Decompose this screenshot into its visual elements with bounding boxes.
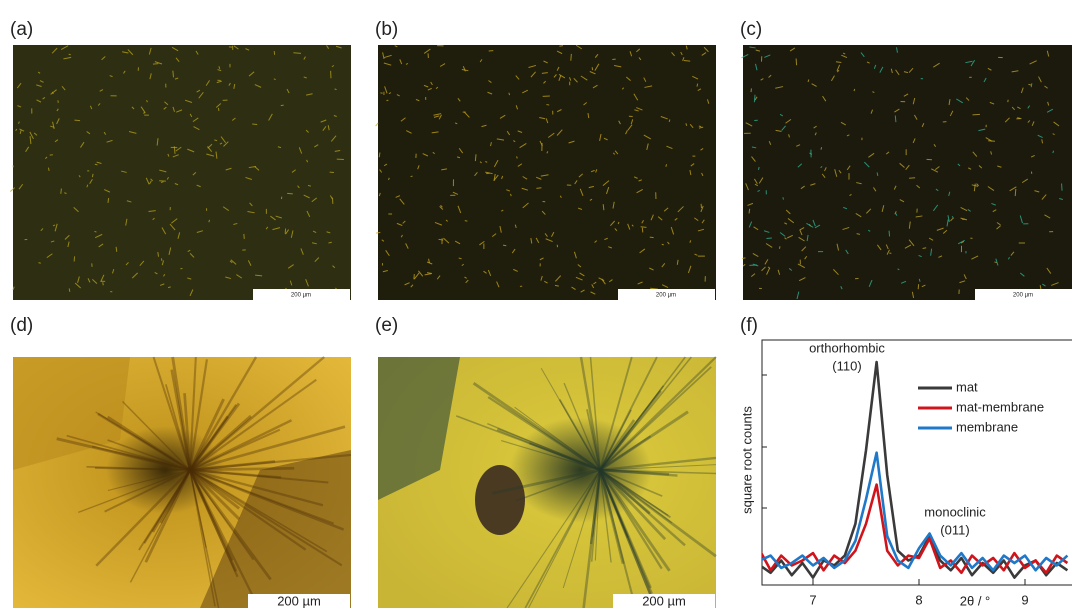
crystal — [536, 188, 541, 189]
crystal — [74, 120, 80, 121]
crystal — [69, 288, 70, 291]
crystal — [168, 287, 171, 288]
micrograph — [13, 45, 351, 300]
crystal — [641, 227, 647, 228]
annotation: orthorhombic — [809, 340, 885, 355]
crystal — [517, 156, 518, 158]
annotation: monoclinic — [924, 504, 986, 519]
crystal — [697, 84, 698, 87]
crystal — [475, 154, 476, 161]
panel-label: (b) — [375, 19, 398, 40]
crystal — [386, 100, 388, 101]
crystal — [94, 231, 96, 232]
plot-area — [760, 362, 1067, 578]
crystal — [511, 194, 512, 196]
panel-label: (e) — [375, 315, 398, 336]
crystal — [749, 209, 750, 214]
legend-label: mat-membrane — [956, 399, 1044, 414]
scale-text: 200 µm — [656, 293, 676, 299]
crystal — [758, 167, 759, 170]
crystal — [328, 242, 331, 243]
crystal — [144, 112, 145, 114]
x-tick-label: 8 — [915, 592, 922, 607]
x-tick-label: 7 — [809, 592, 816, 607]
crystal — [1031, 83, 1032, 87]
panel-label: (c) — [740, 19, 762, 40]
crystal — [766, 238, 771, 239]
crystal — [571, 54, 572, 61]
crystal — [1015, 189, 1016, 196]
crystal — [821, 147, 822, 149]
crystal — [38, 263, 40, 264]
crystal — [857, 234, 860, 235]
scale-text: 200 µm — [642, 593, 686, 608]
legend-label: mat — [956, 379, 978, 394]
crystal — [666, 164, 667, 166]
crystal — [95, 164, 98, 165]
panel-label: (a) — [10, 19, 33, 40]
annotation: (011) — [940, 522, 969, 537]
crystal — [973, 114, 980, 115]
crystal — [669, 119, 670, 121]
x-label: 2θ / ° — [960, 593, 991, 608]
crystal — [895, 116, 896, 123]
crystal — [754, 95, 755, 103]
crystal — [69, 54, 71, 55]
crystal — [465, 221, 468, 222]
crystal — [103, 282, 104, 285]
series-line — [760, 362, 1067, 578]
scale-text: 200 µm — [291, 293, 311, 299]
crystal — [116, 247, 117, 252]
crystal — [379, 153, 380, 158]
crystal — [61, 189, 62, 194]
axes-frame — [762, 340, 1072, 585]
page: {"panels": [ {"label": "(a)", "scale_bar… — [0, 0, 1072, 608]
crystal — [503, 245, 506, 246]
crystal — [783, 197, 784, 199]
x-tick-label: 9 — [1021, 592, 1028, 607]
crystal — [662, 244, 664, 245]
crystal — [684, 61, 690, 62]
y-label: square root counts — [739, 406, 754, 514]
figure: (a) (b) (c) (d) (e) (f) 200 µm 200 µm 20… — [0, 0, 1072, 608]
scale-text: 200 µm — [1013, 293, 1033, 299]
y-tick — [762, 375, 767, 508]
scale-text: 200 µm — [277, 593, 321, 608]
crystal — [889, 231, 890, 237]
crystal — [173, 71, 174, 78]
panel-label: (f) — [740, 315, 758, 336]
crystal — [281, 105, 284, 106]
crystal — [218, 108, 219, 111]
crystal — [923, 248, 927, 249]
crystal — [92, 174, 93, 177]
crystal — [147, 100, 148, 102]
crystal — [209, 220, 210, 222]
panel-label: (d) — [10, 315, 33, 336]
crystal — [994, 262, 996, 263]
crystal — [742, 258, 745, 259]
legend-label: membrane — [956, 419, 1018, 434]
series-line — [760, 453, 1067, 571]
crystal — [509, 93, 510, 95]
annotation: (110) — [832, 358, 861, 373]
micrograph — [743, 45, 1072, 300]
crystal — [1062, 183, 1063, 190]
crystal — [559, 46, 563, 47]
crystal — [854, 89, 855, 91]
crystal — [650, 237, 654, 238]
crystal — [376, 123, 379, 126]
crystal — [108, 198, 109, 203]
crystal — [158, 252, 159, 257]
